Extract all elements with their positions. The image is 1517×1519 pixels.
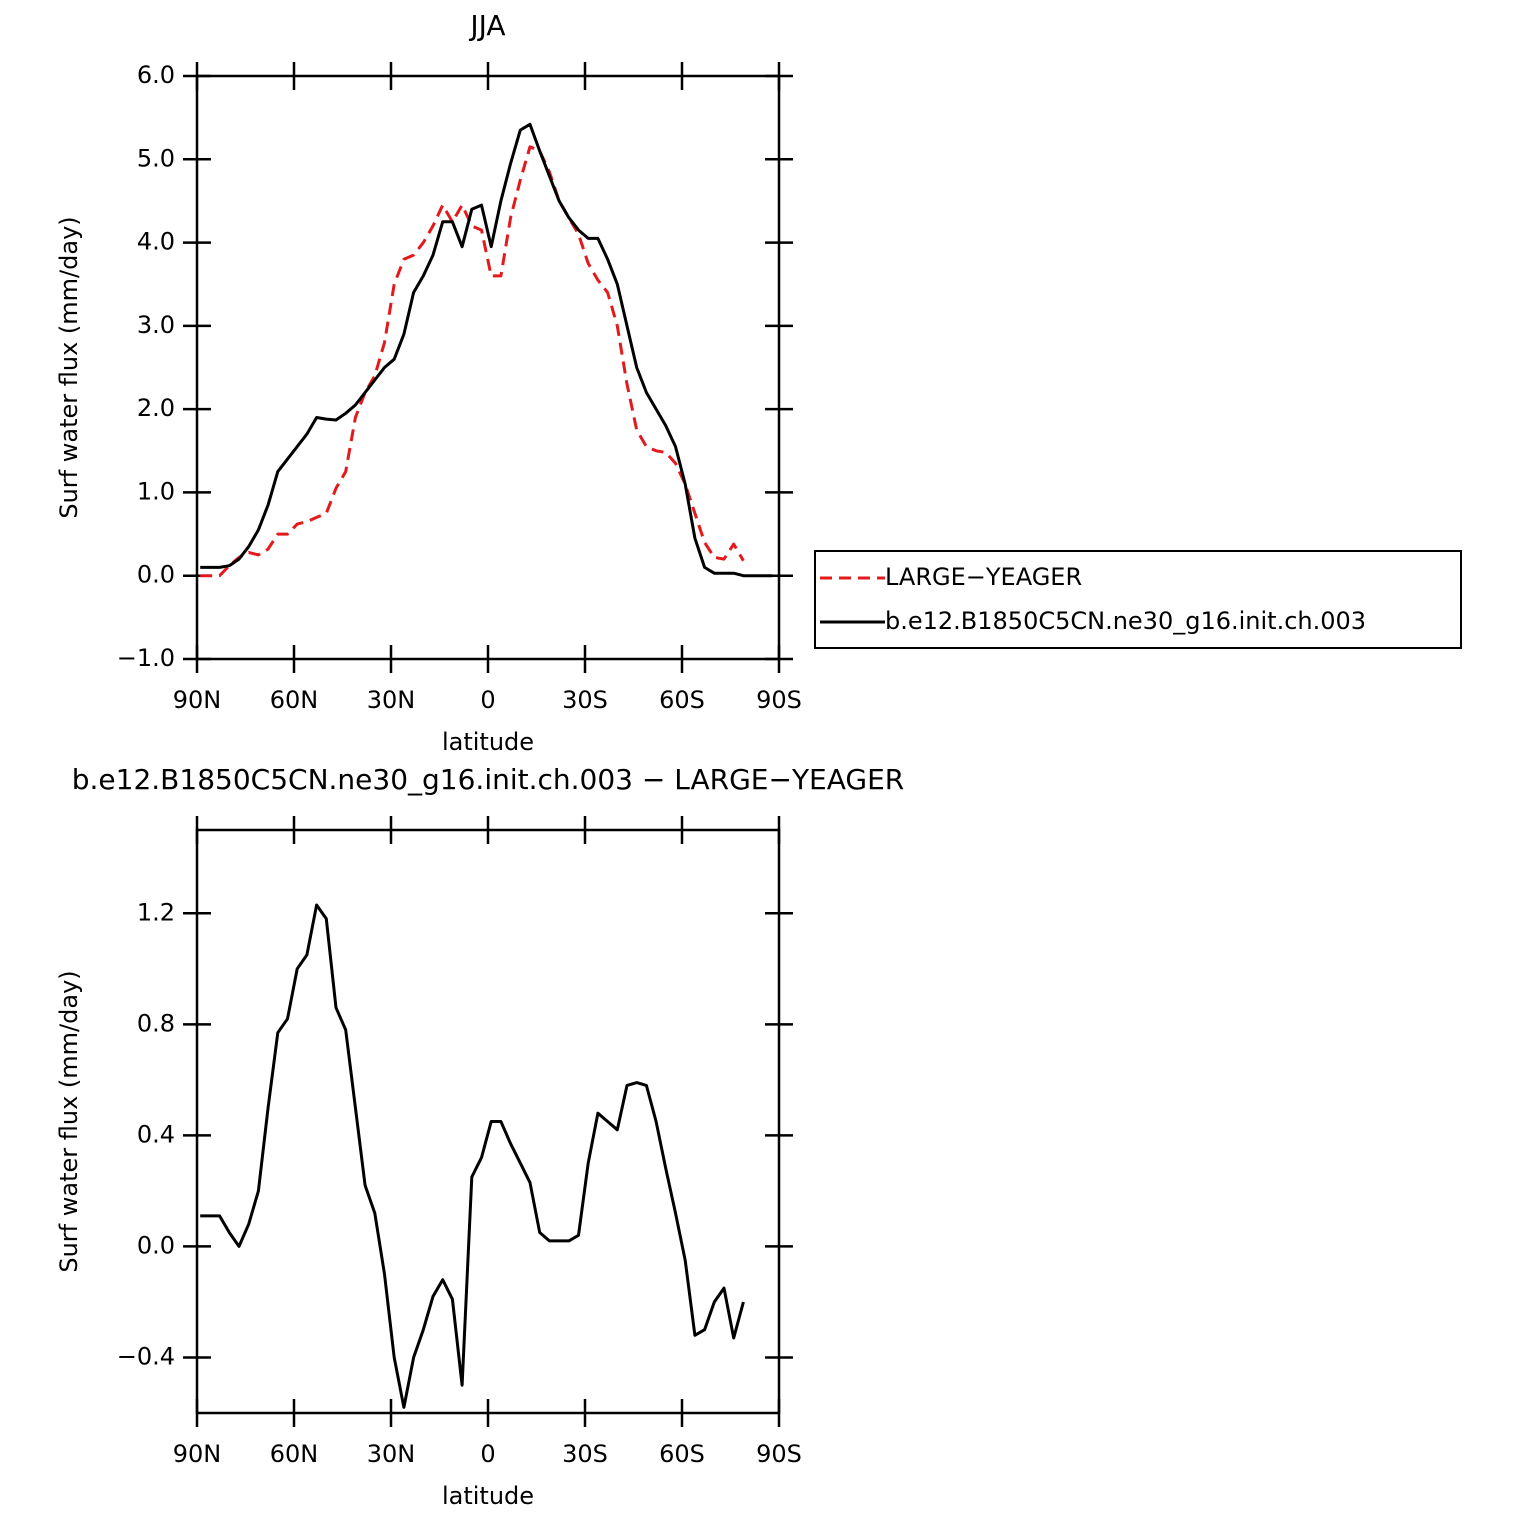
y-axis-label: Surf water flux (mm/day) — [55, 216, 83, 518]
y-tick-label: 6.0 — [137, 61, 175, 89]
y-tick-label: 0.0 — [137, 1231, 175, 1259]
x-tick-label: 0 — [480, 1440, 495, 1468]
y-tick-label: 0.8 — [137, 1009, 175, 1037]
x-tick-label: 90N — [173, 686, 222, 714]
y-tick-label: −0.4 — [117, 1342, 175, 1370]
y-tick-label: 1.2 — [137, 898, 175, 926]
plot-frame — [195, 828, 781, 1415]
x-tick-label: 60S — [659, 1440, 705, 1468]
legend-box — [814, 550, 1462, 649]
y-tick-label: 3.0 — [137, 311, 175, 339]
x-axis-label: latitude — [442, 1482, 534, 1510]
x-tick-label: 60N — [270, 686, 319, 714]
x-tick-label: 90N — [173, 1440, 222, 1468]
data-line — [200, 903, 745, 1409]
x-tick-label: 60S — [659, 686, 705, 714]
legend-label: b.e12.B1850C5CN.ne30_g16.init.ch.003 — [885, 607, 1366, 635]
x-tick-label: 30S — [562, 686, 608, 714]
x-tick-label: 0 — [480, 686, 495, 714]
x-tick-label: 90S — [756, 686, 802, 714]
x-tick-label: 30S — [562, 1440, 608, 1468]
y-axis-label: Surf water flux (mm/day) — [55, 970, 83, 1272]
x-axis-label: latitude — [442, 728, 534, 756]
y-tick-label: 2.0 — [137, 394, 175, 422]
data-line — [200, 145, 745, 578]
x-tick-label: 30N — [367, 1440, 416, 1468]
x-tick-label: 60N — [270, 1440, 319, 1468]
chart-title: JJA — [468, 9, 505, 42]
y-tick-label: 1.0 — [137, 477, 175, 505]
x-tick-label: 30N — [367, 686, 416, 714]
y-tick-label: 0.4 — [137, 1120, 175, 1148]
x-tick-label: 90S — [756, 1440, 802, 1468]
chart-title: b.e12.B1850C5CN.ne30_g16.init.ch.003 − L… — [72, 763, 905, 796]
y-tick-label: 0.0 — [137, 561, 175, 589]
legend-label: LARGE−YEAGER — [885, 563, 1082, 591]
y-tick-label: −1.0 — [117, 644, 175, 672]
y-tick-label: 4.0 — [137, 228, 175, 256]
plot-frame — [195, 74, 781, 661]
data-line — [200, 122, 773, 578]
y-tick-label: 5.0 — [137, 144, 175, 172]
